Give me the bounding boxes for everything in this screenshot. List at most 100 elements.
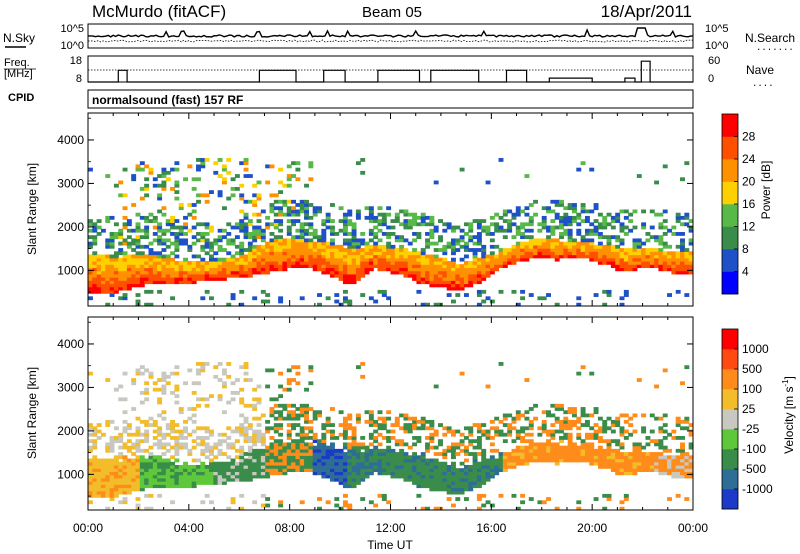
power-cell	[286, 260, 292, 265]
velocity-cell	[157, 464, 163, 469]
velocity-cell	[641, 426, 647, 431]
power-cell	[420, 267, 426, 272]
velocity-cell	[412, 464, 418, 469]
power-cell	[451, 277, 456, 281]
colorbar-swatch	[722, 136, 738, 160]
beam-title: Beam 05	[362, 4, 422, 21]
power-cell	[554, 302, 560, 306]
power-cell	[92, 286, 98, 291]
colorbar-swatch	[722, 226, 738, 250]
velocity-cell	[533, 448, 539, 453]
power-cell	[291, 222, 297, 227]
power-cell	[144, 235, 150, 240]
power-cell	[161, 267, 167, 272]
velocity-cell	[489, 468, 495, 472]
power-cell	[217, 257, 223, 262]
power-cell	[645, 254, 651, 259]
power-cell	[636, 251, 642, 256]
power-cell	[511, 212, 517, 217]
velocity-cell	[597, 464, 603, 469]
power-cell	[135, 241, 141, 246]
velocity-cell	[420, 426, 426, 431]
velocity-cell	[105, 378, 111, 382]
velocity-cell	[317, 413, 322, 418]
velocity-cell	[118, 490, 124, 495]
velocity-cell	[165, 458, 171, 463]
power-cell	[239, 228, 245, 233]
velocity-cell	[295, 442, 301, 447]
power-cell	[295, 251, 301, 256]
power-cell	[221, 267, 227, 272]
velocity-cell	[144, 477, 150, 482]
power-cell	[148, 267, 154, 272]
velocity-cell	[217, 362, 223, 366]
power-cell	[200, 273, 206, 278]
power-cell	[455, 238, 461, 243]
velocity-cell	[291, 426, 297, 431]
velocity-cell	[355, 419, 361, 424]
velocity-cell	[196, 474, 201, 479]
velocity-cell	[476, 497, 482, 501]
power-cell	[139, 228, 145, 233]
velocity-cell	[183, 445, 188, 450]
power-cell	[217, 248, 223, 252]
power-cell	[308, 215, 314, 220]
velocity-cell	[610, 423, 616, 427]
power-cell	[619, 225, 625, 230]
velocity-cell	[334, 436, 340, 440]
power-cell	[416, 215, 422, 220]
colorbar-swatch	[722, 409, 738, 430]
power-cell	[278, 167, 284, 172]
power-cell	[221, 164, 227, 169]
velocity-cell	[584, 413, 590, 418]
power-cell	[632, 244, 638, 249]
velocity-cell	[330, 445, 335, 450]
power-cell	[606, 212, 612, 217]
power-cell	[109, 280, 115, 285]
power-cell	[157, 277, 163, 281]
power-cell	[105, 286, 111, 291]
velocity-cell	[312, 432, 318, 437]
power-cell	[394, 219, 400, 223]
power-cell	[394, 215, 400, 220]
velocity-cell	[654, 416, 660, 421]
velocity-cell	[451, 474, 456, 479]
velocity-cell	[623, 429, 629, 434]
velocity-cell	[109, 484, 115, 489]
power-cell	[191, 267, 197, 272]
power-cell	[481, 277, 487, 281]
power-cell	[658, 251, 664, 256]
power-cell	[161, 174, 167, 178]
power-cell	[109, 270, 115, 275]
power-cell	[334, 254, 340, 259]
power-cell	[546, 238, 551, 243]
velocity-cell	[412, 419, 418, 424]
velocity-cell	[451, 503, 456, 508]
velocity-cell	[606, 461, 612, 466]
power-cell	[221, 277, 227, 281]
power-cell	[256, 264, 262, 268]
power-cell	[161, 180, 167, 185]
power-cell	[88, 228, 93, 233]
power-cell	[122, 293, 128, 297]
power-cell	[170, 251, 176, 256]
velocity-cell	[100, 432, 106, 437]
velocity-cell	[463, 458, 469, 463]
velocity-cell	[399, 471, 405, 476]
power-cell	[580, 206, 586, 211]
velocity-cell	[239, 468, 245, 472]
power-cell	[645, 248, 651, 252]
power-cell	[295, 209, 301, 214]
velocity-cell	[330, 461, 335, 466]
power-cell	[559, 199, 564, 204]
power-cell	[658, 248, 664, 252]
power-cell	[321, 222, 327, 227]
power-cell	[325, 219, 331, 223]
power-cell	[420, 257, 426, 262]
velocity-cell	[446, 481, 452, 485]
velocity-cell	[563, 452, 569, 456]
power-cell	[131, 241, 137, 246]
power-cell	[291, 219, 297, 223]
velocity-cell	[135, 487, 141, 492]
power-cell	[429, 219, 435, 223]
